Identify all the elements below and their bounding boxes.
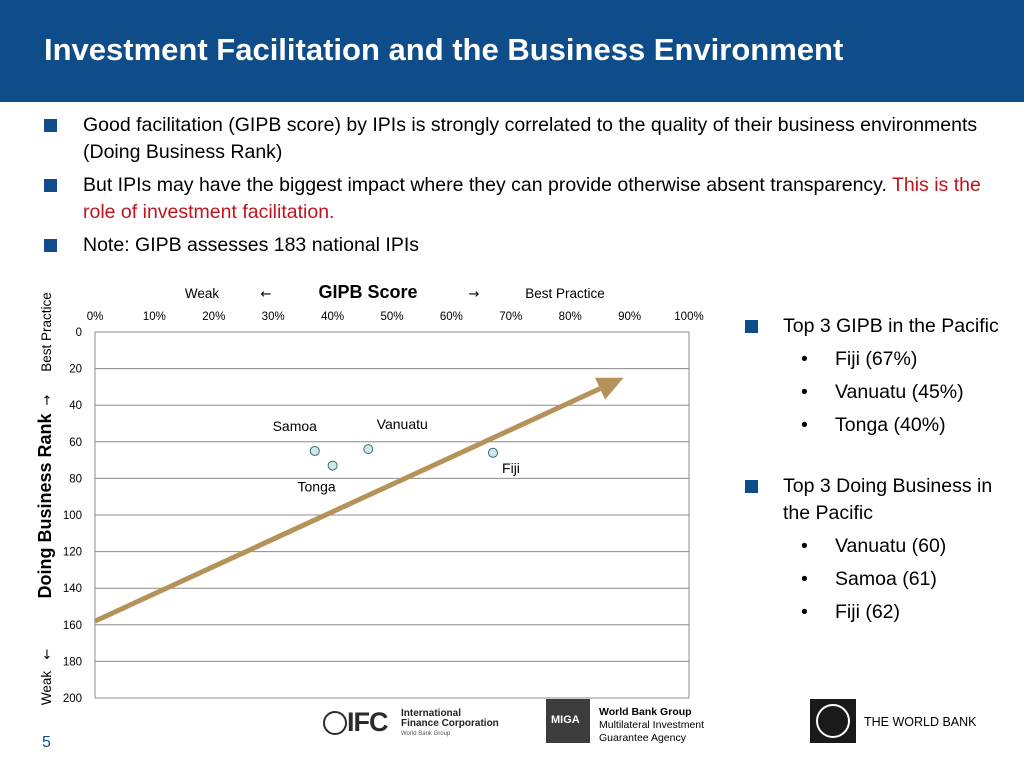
y-axis-label-group: Weak ← Doing Business Rank → Best Practice <box>35 292 55 705</box>
ifc-name: International Finance Corporation World … <box>401 709 499 739</box>
trend-arrowhead <box>595 377 624 400</box>
y-tick-label: 60 <box>69 437 82 449</box>
bullet-item: Good facilitation (GIPB score) by IPIs i… <box>44 112 1004 166</box>
x-tick-label: 80% <box>559 311 582 323</box>
side-heading: Top 3 GIPB in the Pacific <box>745 313 1015 340</box>
bullet-dot-icon: • <box>801 414 808 436</box>
miga-name-line: Multilateral Investment <box>599 719 705 731</box>
list-item: • Fiji (62) <box>745 599 1015 626</box>
x-tick-label: 70% <box>499 311 522 323</box>
chart-title-left: Weak <box>185 286 220 301</box>
bullet-item: But IPIs may have the biggest impact whe… <box>44 172 1004 226</box>
square-bullet-icon <box>745 480 758 493</box>
bullet-highlight-text: This is the role of investment facilitat… <box>83 174 981 223</box>
square-bullet-icon <box>44 119 57 132</box>
y-tick-label: 20 <box>69 364 82 376</box>
bullet-text: Note: GIPB assesses 183 national IPIs <box>83 234 420 256</box>
y-tick-label: 140 <box>63 583 82 595</box>
y-tick-label: 160 <box>63 620 82 632</box>
slide-title: Investment Facilitation and the Business… <box>44 32 844 67</box>
y-tick-label: 100 <box>63 510 82 522</box>
x-tick-label: 40% <box>321 311 344 323</box>
globe-icon <box>816 704 850 738</box>
list-item-text: Fiji (62) <box>835 601 901 623</box>
trend-arrow-line <box>93 386 602 624</box>
point-label: Samoa <box>273 418 318 434</box>
list-item-text: Vanuatu (45%) <box>835 381 964 403</box>
data-point <box>363 444 374 455</box>
y-axis-label-top: Best Practice <box>39 292 54 372</box>
list-item: • Fiji (67%) <box>745 346 1015 373</box>
y-axis-label-bottom: Weak <box>39 671 54 706</box>
ifc-name-line: International <box>401 708 462 719</box>
world-bank-name: THE WORLD BANK <box>864 715 977 729</box>
point-label: Fiji <box>502 460 520 476</box>
x-tick-label: 10% <box>143 311 166 323</box>
bullet-item: Note: GIPB assesses 183 national IPIs <box>44 232 1004 259</box>
y-tick-label: 180 <box>63 656 82 668</box>
miga-name: World Bank Group Multilateral Investment… <box>599 706 704 745</box>
data-point <box>487 447 498 458</box>
miga-name-line: Guarantee Agency <box>599 732 686 744</box>
chart-title-right: Best Practice <box>525 286 605 301</box>
ifc-logo: IFC International Finance Corporation Wo… <box>321 705 506 739</box>
x-tick-label: 100% <box>674 311 703 323</box>
right-arrow-icon: → <box>469 287 480 302</box>
ifc-name-line: Finance Corporation <box>401 718 499 729</box>
bullet-text: But IPIs may have the biggest impact whe… <box>83 174 892 196</box>
ifc-wordmark: IFC <box>347 707 388 737</box>
x-tick-label: 20% <box>202 311 225 323</box>
chart-title: GIPB Score <box>318 282 417 302</box>
y-axis-label: Doing Business Rank <box>35 412 55 598</box>
x-tick-label: 50% <box>380 311 403 323</box>
data-point <box>327 460 338 471</box>
y-tick-label: 200 <box>63 693 82 705</box>
y-tick-label: 80 <box>69 473 82 485</box>
up-arrow-icon: → <box>40 394 55 405</box>
bullet-text: Good facilitation (GIPB score) by IPIs i… <box>83 114 978 163</box>
square-bullet-icon <box>44 239 57 252</box>
square-bullet-icon <box>44 179 57 192</box>
y-tick-label: 120 <box>63 547 82 559</box>
down-arrow-icon: ← <box>40 648 55 659</box>
list-item: • Samoa (61) <box>745 566 1015 593</box>
x-tick-label: 0% <box>87 311 104 323</box>
y-tick-label: 40 <box>69 400 82 412</box>
point-label: Tonga <box>298 479 336 495</box>
side-heading: Top 3 Doing Business in the Pacific <box>745 473 1015 527</box>
title-bar: Investment Facilitation and the Business… <box>0 0 1024 102</box>
world-bank-logo <box>810 699 856 743</box>
list-item-text: Fiji (67%) <box>835 348 918 370</box>
bullet-dot-icon: • <box>801 568 808 590</box>
list-item-text: Samoa (61) <box>835 568 937 590</box>
left-arrow-icon: ← <box>261 287 272 302</box>
x-tick-label: 30% <box>262 311 285 323</box>
bullet-list: Good facilitation (GIPB score) by IPIs i… <box>44 112 1004 265</box>
list-item: • Tonga (40%) <box>745 412 1015 439</box>
point-label: Vanuatu <box>377 416 428 432</box>
square-bullet-icon <box>745 320 758 333</box>
miga-wordmark: MIGA <box>551 714 580 726</box>
list-item: • Vanuatu (60) <box>745 533 1015 560</box>
page-number: 5 <box>42 734 51 751</box>
bullet-dot-icon: • <box>801 535 808 557</box>
globe-icon <box>323 711 347 735</box>
x-tick-label: 90% <box>618 311 641 323</box>
data-point <box>309 445 320 456</box>
ifc-subtitle: World Bank Group <box>401 731 451 737</box>
miga-logo: MIGA <box>546 699 590 743</box>
bullet-dot-icon: • <box>801 601 808 623</box>
list-item: • Vanuatu (45%) <box>745 379 1015 406</box>
list-item-text: Vanuatu (60) <box>835 535 947 557</box>
x-tick-label: 60% <box>440 311 463 323</box>
bullet-dot-icon: • <box>801 381 808 403</box>
side-heading-text: Top 3 GIPB in the Pacific <box>783 315 999 337</box>
bullet-dot-icon: • <box>801 348 808 370</box>
side-heading-text: Top 3 Doing Business in the Pacific <box>783 475 993 524</box>
list-item-text: Tonga (40%) <box>835 414 946 436</box>
y-tick-label: 0 <box>76 327 82 339</box>
miga-name-line: World Bank Group <box>599 706 692 718</box>
side-panel: Top 3 GIPB in the Pacific • Fiji (67%) • V… <box>745 313 1015 626</box>
